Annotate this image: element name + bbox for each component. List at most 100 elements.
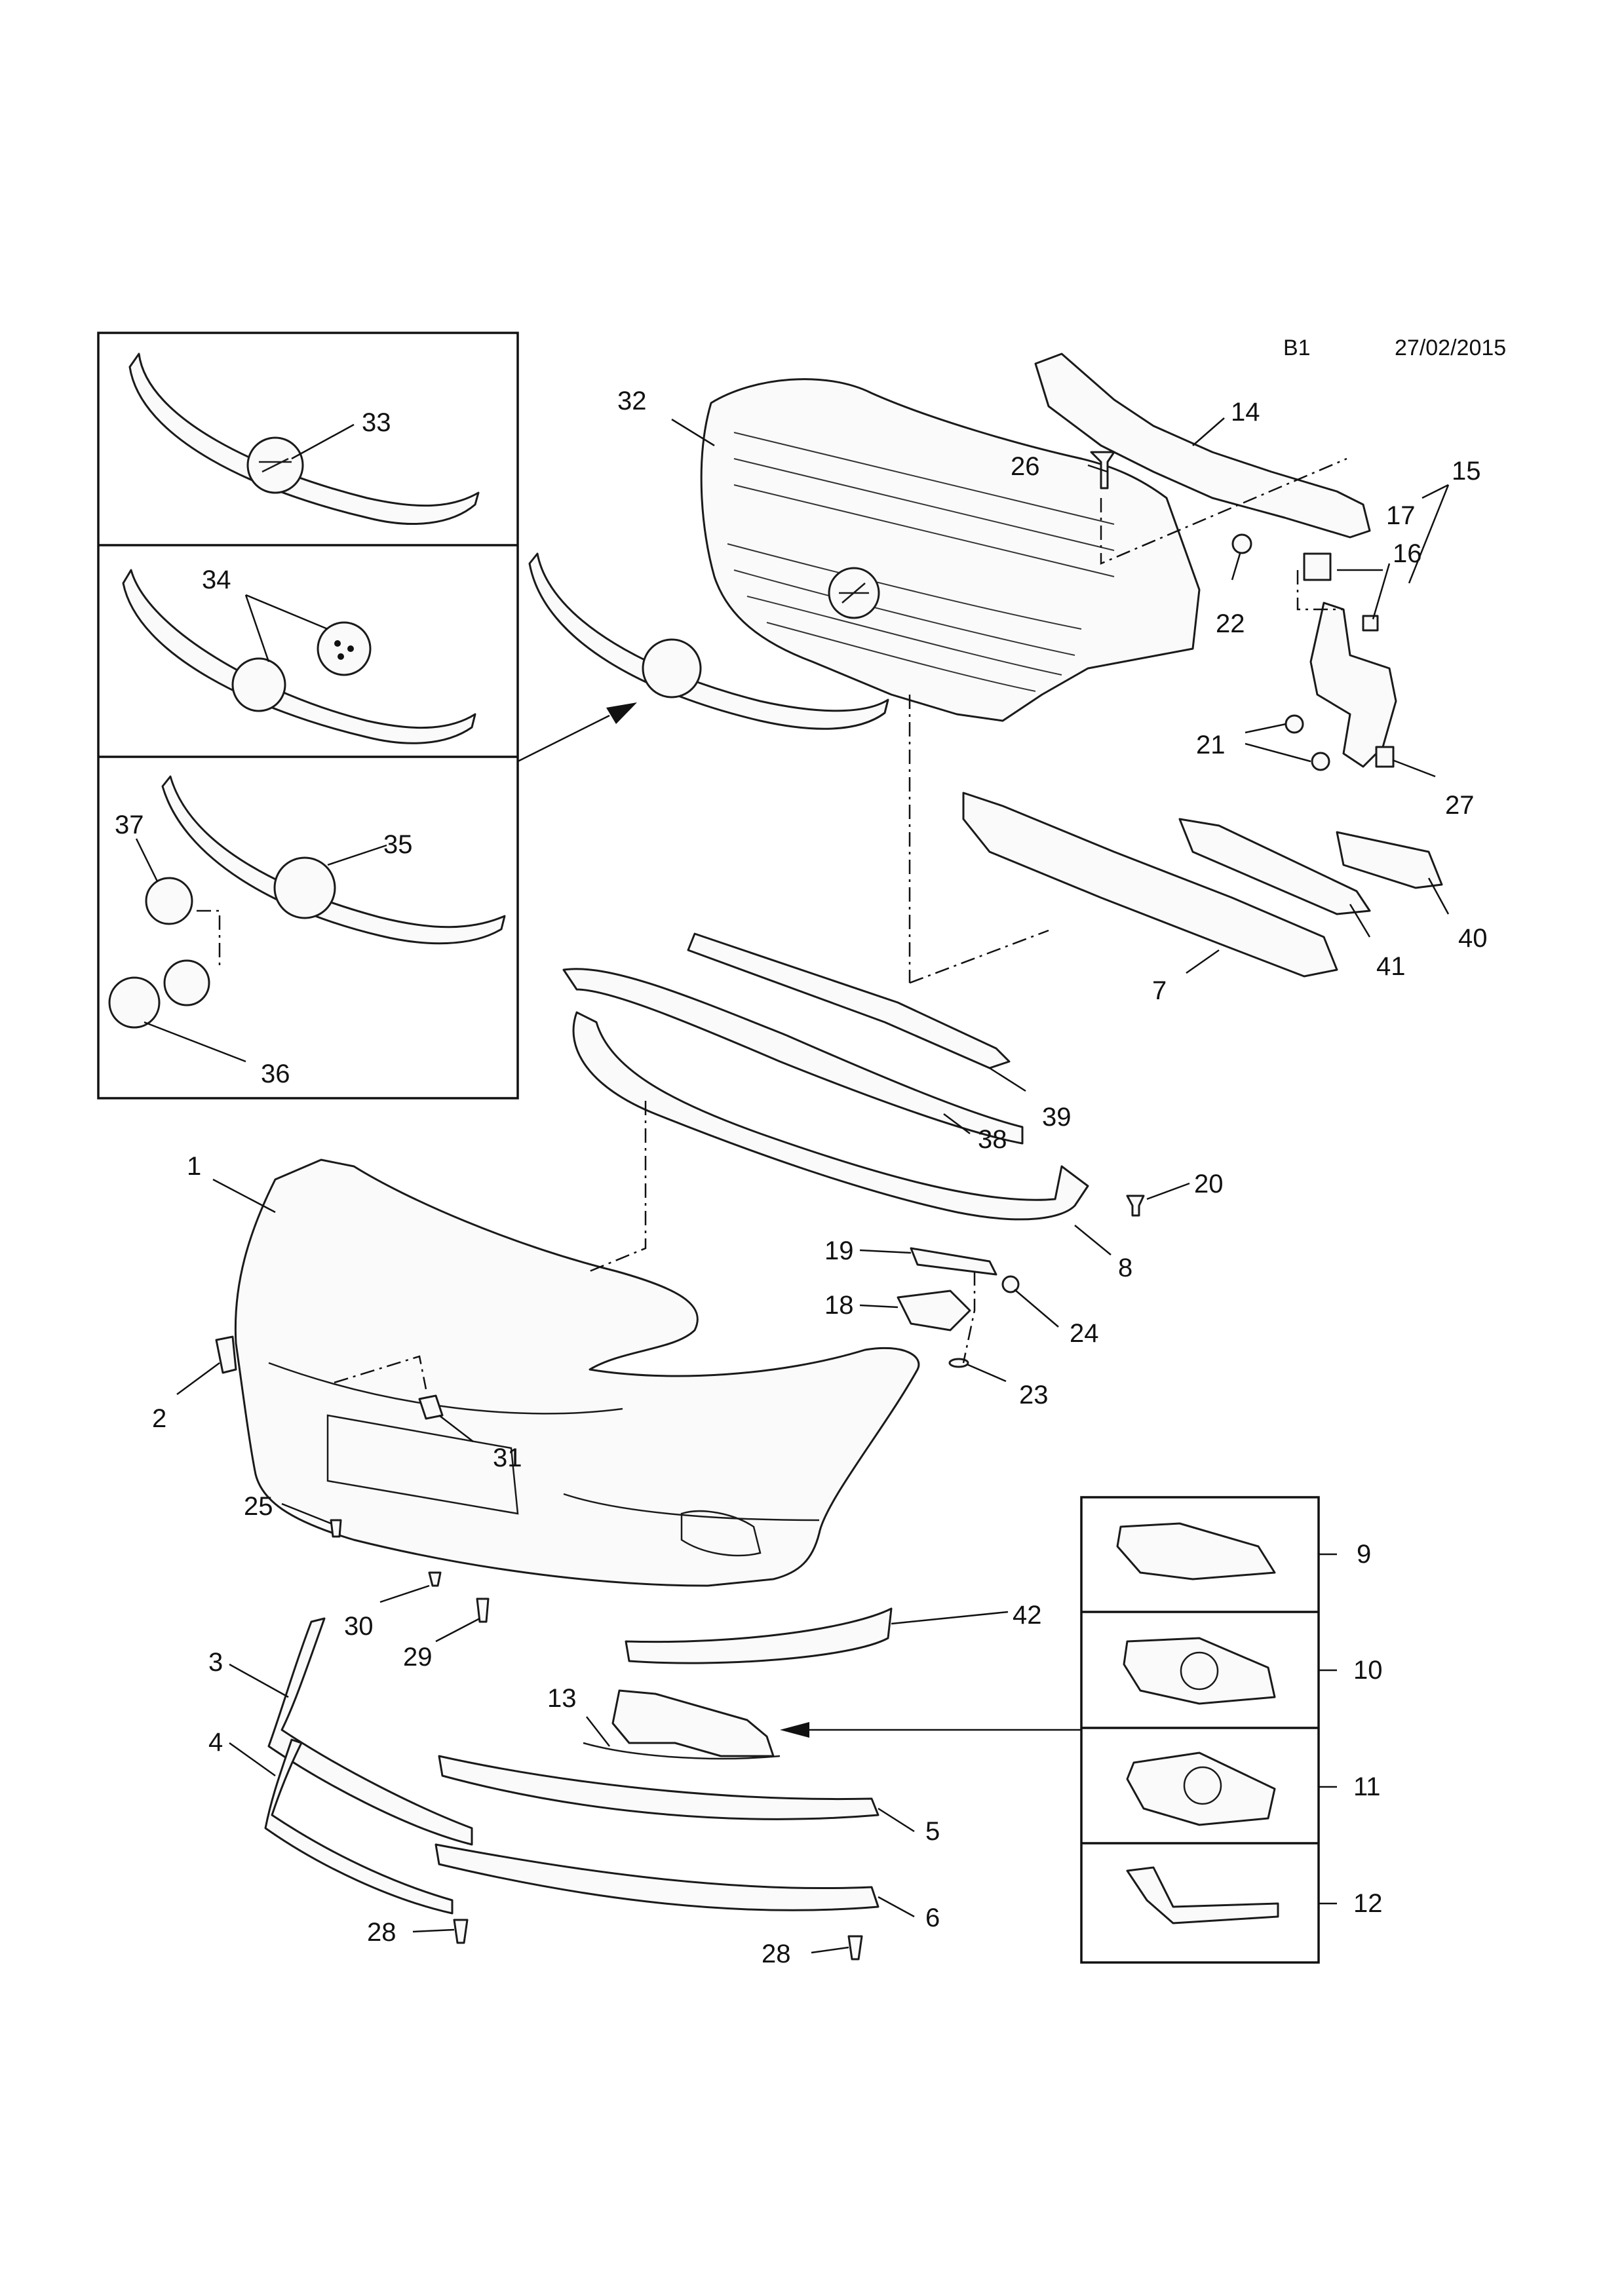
- emblem-cover-34: [317, 621, 372, 676]
- callout-38: 38: [978, 1125, 1007, 1154]
- upper-grille-32: [700, 378, 1201, 722]
- bezel-variant-10: [1123, 1637, 1276, 1705]
- leader-37: [135, 838, 159, 882]
- clip-27: [1375, 746, 1395, 768]
- leader-38: [943, 1113, 971, 1134]
- callout-16: 16: [1393, 539, 1422, 568]
- leader-4: [229, 1742, 276, 1777]
- assembly-line-8-1: [589, 1101, 647, 1272]
- leader-19: [859, 1249, 912, 1254]
- leader-30: [379, 1584, 430, 1603]
- leader-3: [229, 1663, 289, 1698]
- callout-27: 27: [1445, 791, 1475, 820]
- leader-39: [989, 1067, 1026, 1092]
- callout-2: 2: [152, 1404, 166, 1433]
- callout-35: 35: [383, 830, 413, 859]
- grille-body: [700, 378, 1201, 722]
- callout-25: 25: [244, 1492, 273, 1521]
- lower-spoiler-4: [264, 1738, 454, 1915]
- callout-32: 32: [617, 387, 647, 415]
- bezel-variant-11: [1126, 1751, 1276, 1826]
- grille-variants-inset: [97, 332, 519, 1100]
- grille-emblem: [642, 638, 702, 698]
- leader-33: [291, 423, 355, 460]
- leader-7: [1186, 949, 1220, 974]
- leader-20: [1146, 1182, 1190, 1200]
- bolt-28a: [453, 1919, 469, 1944]
- leader-24: [1014, 1289, 1059, 1328]
- trim-strip-42: [625, 1607, 893, 1664]
- fog-lamp-opening-10: [1180, 1651, 1219, 1691]
- nut-22: [1231, 533, 1252, 554]
- cover-hole: [334, 640, 341, 647]
- callout-26: 26: [1011, 452, 1040, 481]
- diagram-date: 27/02/2015: [1395, 335, 1506, 360]
- assembly-line-19-23: [962, 1271, 976, 1364]
- leader-14: [1192, 417, 1225, 446]
- leader-6: [878, 1896, 915, 1918]
- stud-29: [476, 1598, 490, 1623]
- leader-34a: [244, 594, 270, 662]
- lower-spoiler-6: [435, 1843, 880, 1911]
- callout-30: 30: [344, 1612, 374, 1641]
- leader-21a: [1245, 723, 1286, 734]
- screw-21a: [1285, 714, 1304, 734]
- callout-1: 1: [187, 1152, 201, 1181]
- bracket-18: [897, 1290, 971, 1331]
- callout-40: 40: [1458, 924, 1488, 953]
- side-bracket-15: [1309, 602, 1397, 768]
- clip-23: [948, 1358, 969, 1368]
- leader-15a: [1408, 484, 1450, 584]
- callout-6: 6: [925, 1904, 940, 1932]
- bumper-lower-crease: [563, 1493, 820, 1521]
- bumper-cover-shell: [234, 1158, 920, 1587]
- leader-29: [435, 1617, 480, 1643]
- cover-hole: [347, 645, 354, 652]
- leader-23: [966, 1363, 1007, 1383]
- leader-32: [671, 418, 715, 447]
- assembly-line-14: [1100, 457, 1347, 565]
- callout-13: 13: [547, 1684, 577, 1713]
- leader-42: [891, 1611, 1009, 1625]
- bolt-28b: [847, 1935, 863, 1961]
- leader-lines: [135, 417, 1450, 1954]
- callout-7: 7: [1152, 976, 1167, 1005]
- screw-20: [1126, 1195, 1145, 1217]
- bezel-arrow-head: [780, 1722, 809, 1738]
- callout-42: 42: [1013, 1601, 1042, 1630]
- clip-2: [215, 1335, 237, 1374]
- callout-labels: 1 2 3 4 5 6 7 8 9 10 11 12 13 14 15 16 1…: [115, 387, 1488, 1968]
- bumper-reinforcement-8: [572, 1011, 1089, 1221]
- leader-13: [586, 1716, 610, 1747]
- callout-17: 17: [1386, 501, 1416, 530]
- emblem-36: [108, 976, 161, 1029]
- callout-29: 29: [403, 1643, 433, 1672]
- callout-18: 18: [824, 1291, 854, 1320]
- callout-28a: 28: [367, 1918, 396, 1947]
- inset-frame: [97, 332, 519, 1100]
- bezel-variants-inset: [1080, 1496, 1337, 1964]
- fog-lamp-opening-11: [1183, 1766, 1222, 1805]
- leader-34b: [245, 594, 328, 630]
- nut-24: [1001, 1275, 1020, 1293]
- leader-28b: [811, 1946, 849, 1954]
- license-plate-recess: [326, 1414, 519, 1515]
- callout-19: 19: [824, 1236, 854, 1265]
- callout-20: 20: [1194, 1170, 1224, 1198]
- callout-23: 23: [1019, 1381, 1049, 1409]
- leader-41: [1349, 904, 1371, 938]
- callout-22: 22: [1216, 609, 1245, 638]
- clip-17: [1303, 552, 1332, 581]
- callout-4: 4: [208, 1728, 223, 1757]
- bumper-beam-7: [962, 792, 1338, 978]
- emblem-mark: [839, 583, 869, 603]
- fog-lamp-recess: [680, 1510, 762, 1557]
- bezel-inset-frame: [1080, 1496, 1320, 1964]
- callout-14: 14: [1231, 398, 1260, 427]
- bumper-upper-crease: [268, 1362, 623, 1415]
- callout-31: 31: [493, 1444, 522, 1472]
- callout-15: 15: [1452, 457, 1481, 486]
- inset-arrow-line: [517, 714, 610, 763]
- bracket-40: [1336, 831, 1443, 889]
